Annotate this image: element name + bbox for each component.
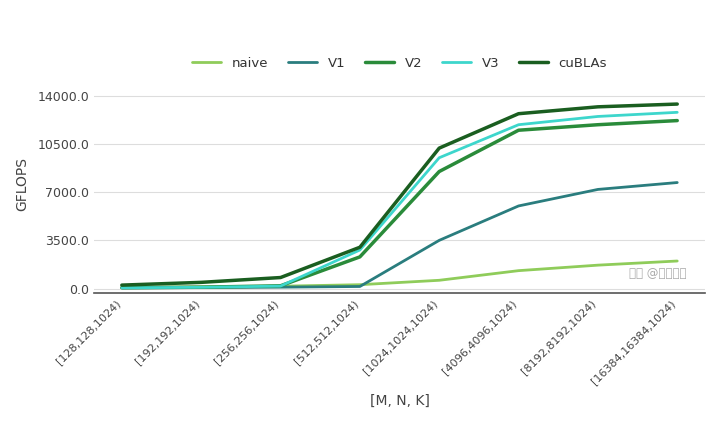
V3: [197, 285, 205, 290]
V2: [356, 254, 364, 259]
cuBLAs: [117, 283, 126, 288]
V1: [673, 180, 682, 185]
Line: V2: V2: [122, 121, 678, 288]
cuBLAs: [356, 245, 364, 250]
Legend: naive, V1, V2, V3, cuBLAs: naive, V1, V2, V3, cuBLAs: [186, 51, 612, 75]
V3: [593, 114, 602, 119]
V2: [276, 283, 285, 288]
Line: cuBLAs: cuBLAs: [122, 104, 678, 285]
V3: [514, 122, 523, 127]
V3: [356, 247, 364, 253]
V1: [356, 284, 364, 289]
naive: [514, 268, 523, 273]
cuBLAs: [276, 275, 285, 280]
V2: [593, 122, 602, 127]
cuBLAs: [197, 280, 205, 285]
naive: [435, 278, 444, 283]
Y-axis label: GFLOPS: GFLOPS: [15, 157, 29, 211]
V1: [514, 203, 523, 209]
cuBLAs: [593, 104, 602, 110]
V3: [435, 155, 444, 160]
naive: [276, 284, 285, 289]
V2: [197, 285, 205, 290]
naive: [197, 284, 205, 289]
V1: [197, 285, 205, 290]
V1: [593, 187, 602, 192]
Line: naive: naive: [122, 261, 678, 288]
V2: [673, 118, 682, 123]
V2: [435, 169, 444, 174]
cuBLAs: [435, 146, 444, 151]
naive: [356, 282, 364, 287]
Line: V1: V1: [122, 183, 678, 288]
cuBLAs: [673, 102, 682, 107]
V3: [117, 285, 126, 290]
V1: [435, 238, 444, 243]
V1: [117, 286, 126, 291]
Text: 知乎 @紫气东来: 知乎 @紫气东来: [629, 266, 687, 280]
V3: [673, 110, 682, 115]
naive: [593, 263, 602, 268]
naive: [117, 285, 126, 290]
V2: [514, 128, 523, 133]
V3: [276, 283, 285, 288]
X-axis label: [M, N, K]: [M, N, K]: [369, 394, 429, 408]
naive: [673, 258, 682, 264]
V1: [276, 285, 285, 290]
Line: V3: V3: [122, 113, 678, 288]
cuBLAs: [514, 111, 523, 116]
V2: [117, 285, 126, 290]
